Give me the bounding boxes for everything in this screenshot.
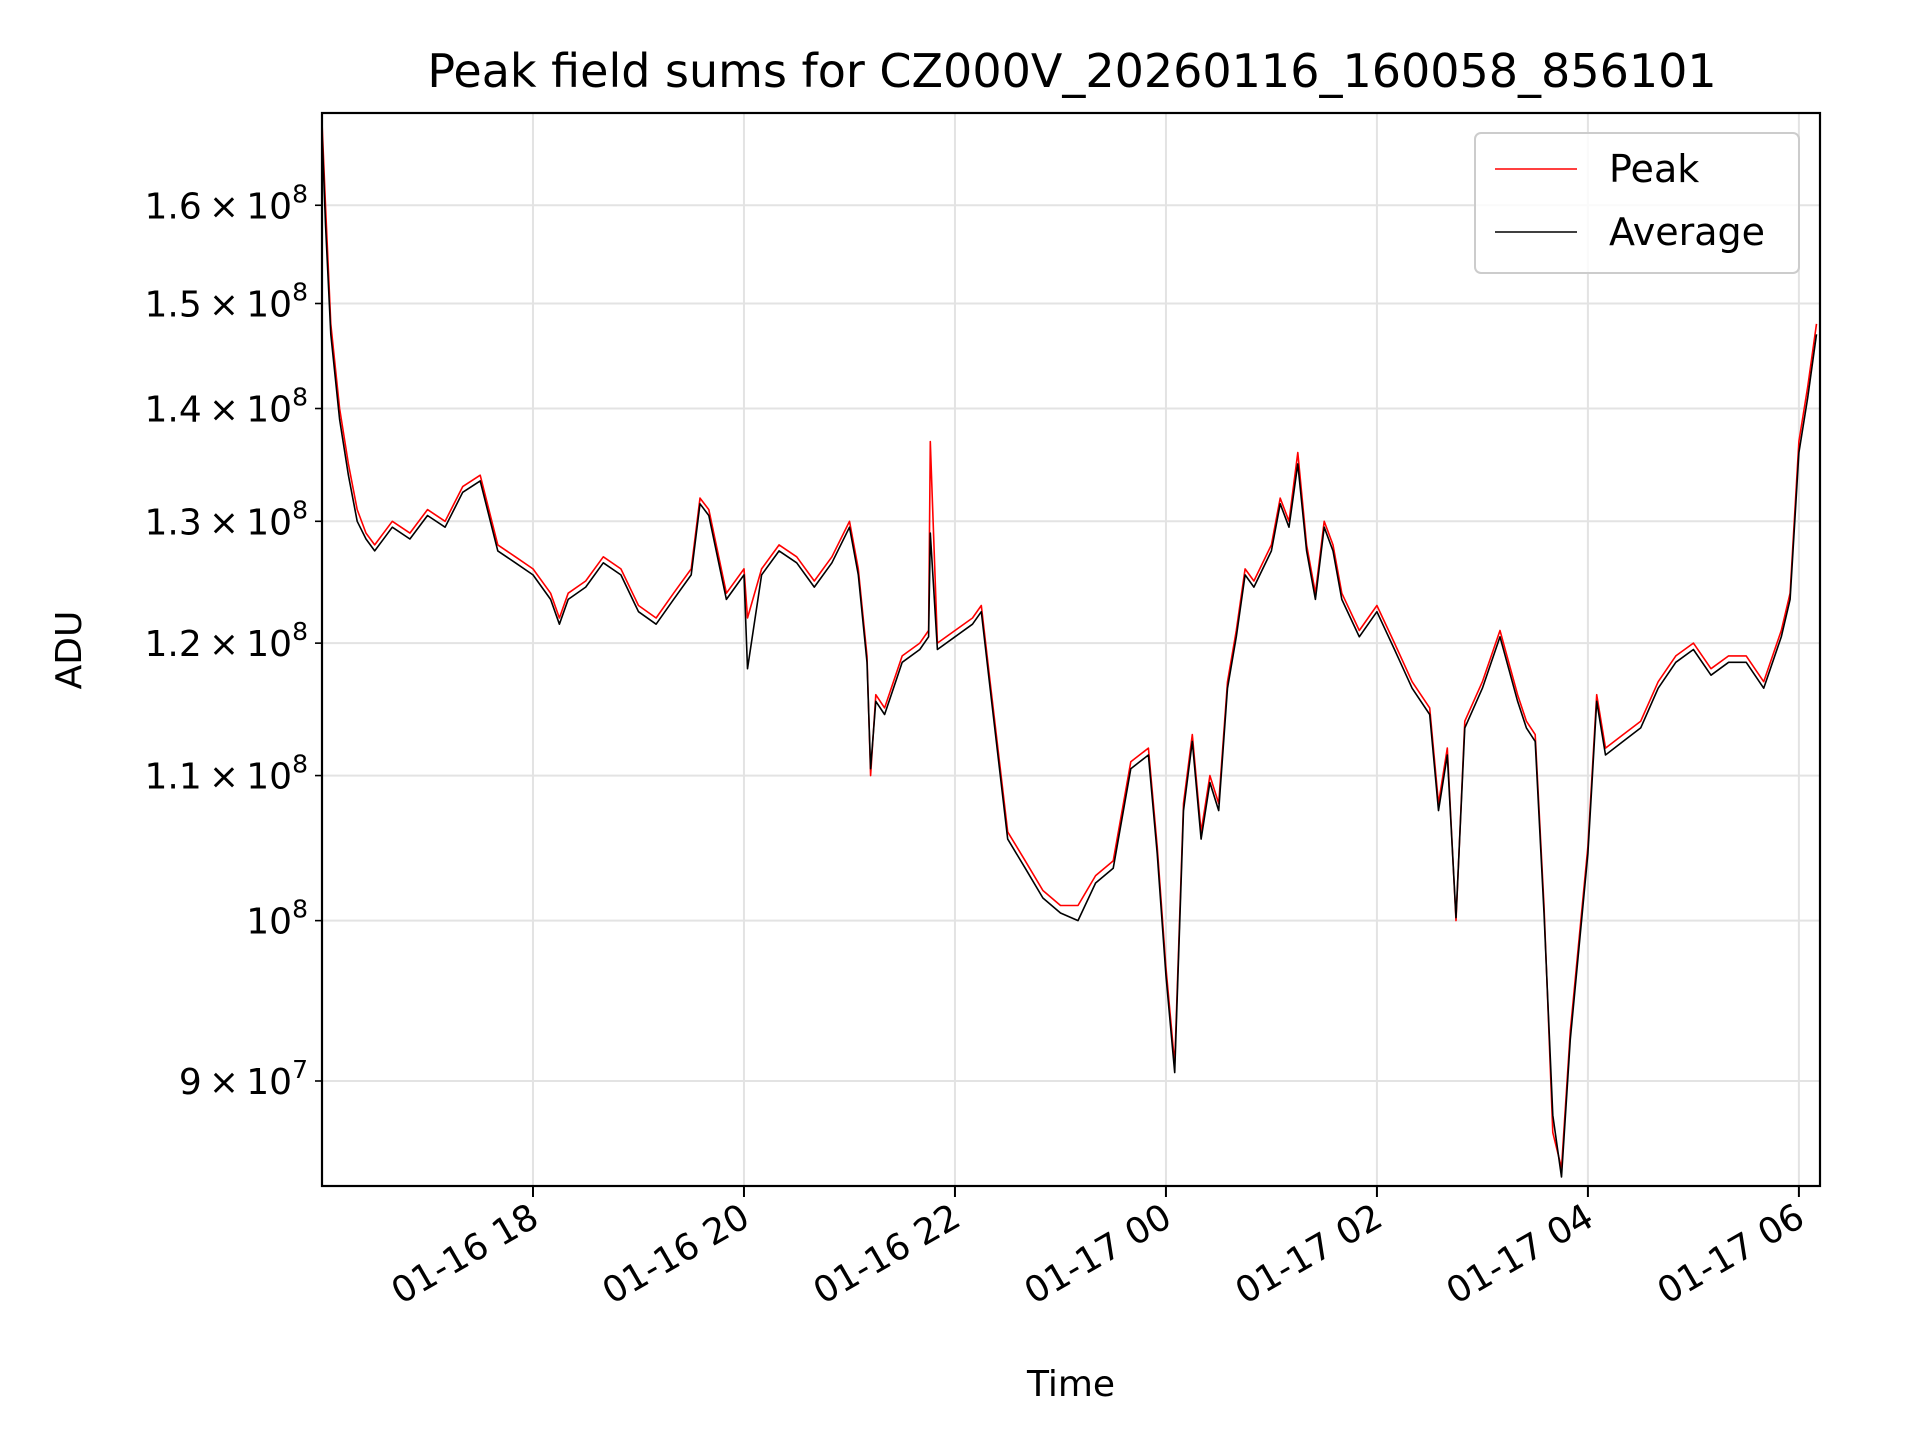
series-layer <box>321 121 1818 1178</box>
y-tick-exponent: 8 <box>292 895 308 924</box>
y-tick-exponent: 8 <box>292 278 308 307</box>
y-tick-label: 1.3 × 108 <box>144 495 308 543</box>
chart-title: Peak field sums for CZ000V_20260116_1600… <box>427 44 1716 98</box>
y-tick-base: 1.1 × 10 <box>144 757 292 798</box>
y-tick-base: 1.5 × 10 <box>144 285 292 326</box>
y-tick-exponent: 8 <box>292 617 308 646</box>
series-line-average <box>321 130 1818 1178</box>
y-tick-base: 10 <box>246 902 292 943</box>
y-tick-label: 1.4 × 108 <box>144 383 308 431</box>
y-tick-exponent: 8 <box>292 750 308 779</box>
legend: Peak Average <box>1474 132 1800 274</box>
y-tick-label: 1.6 × 108 <box>144 179 308 227</box>
y-tick-label: 1.1 × 108 <box>144 750 308 798</box>
y-tick-exponent: 8 <box>292 179 308 208</box>
legend-label-average: Average <box>1609 210 1765 254</box>
y-tick-base: 1.6 × 10 <box>144 186 292 227</box>
legend-label-peak: Peak <box>1609 147 1699 191</box>
y-tick-base: 1.4 × 10 <box>144 390 292 431</box>
y-tick-base: 1.3 × 10 <box>144 502 292 543</box>
y-tick-label: 9 × 107 <box>179 1055 308 1103</box>
y-tick-exponent: 8 <box>292 383 308 412</box>
x-axis-label: Time <box>1026 1364 1115 1405</box>
y-tick-label: 108 <box>246 895 308 943</box>
y-tick-base: 1.2 × 10 <box>144 624 292 665</box>
y-tick-exponent: 8 <box>292 495 308 524</box>
y-tick-label: 1.5 × 108 <box>144 278 308 326</box>
legend-frame <box>1474 132 1800 274</box>
y-tick-exponent: 7 <box>292 1055 308 1084</box>
y-axis-label: ADU <box>49 611 90 690</box>
y-tick-label: 1.2 × 108 <box>144 617 308 665</box>
grid <box>322 113 1820 1186</box>
y-tick-base: 9 × 10 <box>179 1062 292 1103</box>
plot-frame <box>320 111 1822 1188</box>
